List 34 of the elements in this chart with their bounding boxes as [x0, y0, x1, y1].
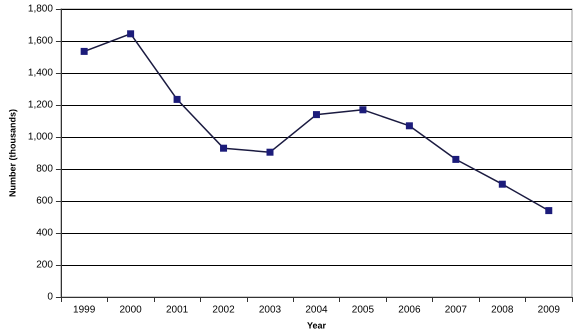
x-tick-label: 2005: [352, 304, 374, 316]
x-tick-label: 2002: [212, 304, 236, 316]
y-tick-label: 0: [47, 292, 54, 302]
x-tick-label: 2007: [444, 304, 468, 316]
point: [174, 96, 181, 103]
point: [127, 30, 134, 38]
y-tick-label: 200: [36, 260, 54, 270]
x-tick-label: 2003: [258, 304, 282, 316]
point: [406, 122, 413, 130]
y-tick-label: 1,200: [28, 100, 54, 110]
y-tick-label: 800: [36, 164, 54, 174]
y-tick-label: 1,400: [28, 68, 54, 78]
y-tick-label: 600: [36, 196, 54, 206]
x-tick-label: 1999: [73, 304, 96, 316]
x-tick-label: 2006: [398, 304, 421, 316]
x-tick-label: 2004: [305, 304, 328, 316]
y-tick-label: 1,600: [28, 36, 54, 46]
point: [220, 144, 228, 152]
x-tick-label: 2001: [166, 304, 189, 316]
x-tick-label: 2008: [491, 304, 514, 316]
x-tick-label: 2000: [119, 304, 142, 316]
point: [498, 180, 506, 188]
y-tick-label: 1,800: [28, 4, 54, 14]
y-tick-label: 400: [36, 228, 54, 238]
y-tick-label: 1,000: [28, 132, 54, 142]
point: [452, 156, 460, 163]
point: [545, 207, 552, 214]
y-axis-title: Number (thousands): [8, 108, 18, 198]
x-tick-label: 2009: [538, 304, 560, 316]
point: [80, 48, 88, 55]
x-axis-title: Year: [306, 320, 326, 330]
point: [266, 148, 274, 156]
point: [312, 111, 320, 118]
point: [359, 106, 366, 114]
